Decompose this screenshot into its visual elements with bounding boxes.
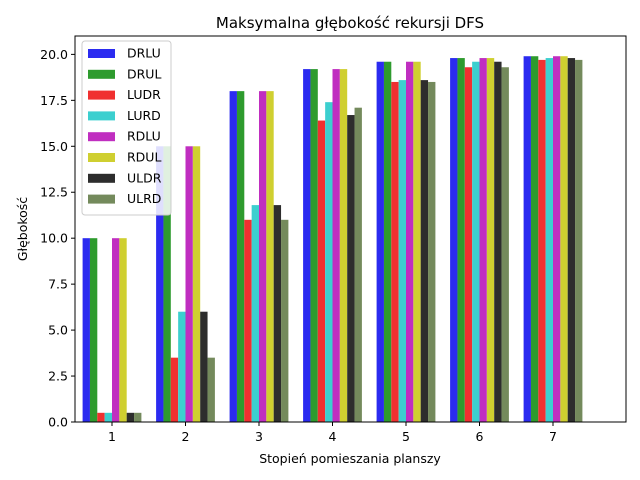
legend-swatch-ulrd	[88, 194, 115, 204]
axes-layer: 1 2 3 4 5 6 7 0.0 2.5 5.0 7.5 10.0 12.5 15.0 17.5 20.0	[40, 47, 557, 444]
bar-drul-4	[310, 69, 318, 422]
y-axis-title: Głębokość	[15, 197, 30, 261]
legend-label-ulrd: ULRD	[127, 191, 161, 206]
bar-rdul-5	[413, 61, 421, 422]
bar-ulrd-2	[207, 357, 215, 422]
bar-uldr-4	[347, 115, 355, 422]
bar-rdul-7	[560, 56, 568, 422]
bar-rdlu-1	[112, 238, 120, 422]
bars-layer	[82, 56, 583, 423]
bar-ulrd-3	[281, 219, 289, 422]
y-tick-label: 5.0	[48, 323, 68, 338]
bar-rdlu-3	[259, 91, 267, 422]
y-tick-label: 0.0	[48, 415, 68, 430]
bar-rdul-6	[486, 58, 495, 423]
legend: DRLU DRUL LUDR LURD RDLU RDUL ULDR ULRD	[81, 40, 172, 216]
bar-ludr-3	[244, 219, 252, 422]
bar-rdul-4	[339, 69, 348, 422]
bar-rdlu-7	[553, 56, 561, 422]
bar-drlu-3	[229, 91, 237, 422]
legend-swatch-rdlu	[88, 132, 115, 142]
bar-uldr-2	[200, 311, 208, 422]
bar-ulrd-6	[501, 67, 509, 422]
chart-title: Maksymalna głębokość rekursji DFS	[216, 14, 484, 32]
bar-drul-3	[236, 91, 245, 422]
bar-ulrd-5	[428, 81, 436, 422]
bar-drul-6	[457, 58, 465, 423]
legend-label-ludr: LUDR	[127, 87, 161, 102]
bar-rdul-2	[192, 146, 201, 423]
y-tick-label: 10.0	[40, 231, 68, 246]
bar-drlu-5	[376, 61, 384, 422]
bar-drlu-4	[303, 69, 311, 422]
bar-drlu-7	[523, 56, 531, 422]
bar-drlu-1	[82, 238, 90, 422]
bar-ulrd-1	[134, 412, 142, 422]
y-tick-label: 17.5	[40, 93, 68, 108]
x-tick-label: 4	[329, 429, 337, 444]
legend-label-drul: DRUL	[127, 66, 161, 81]
plot-frame	[74, 35, 627, 423]
bar-rdlu-2	[185, 146, 193, 423]
y-tick-label: 7.5	[48, 277, 68, 292]
bar-ludr-5	[391, 81, 399, 422]
legend-swatch-ludr	[88, 90, 115, 100]
bar-lurd-7	[545, 58, 553, 423]
bar-ludr-6	[464, 67, 473, 422]
bar-lurd-2	[178, 311, 186, 422]
legend-swatch-lurd	[88, 111, 115, 121]
bar-lurd-4	[325, 102, 333, 423]
legend-box	[81, 40, 172, 216]
x-axis-title: Stopień pomieszania planszy	[259, 451, 441, 466]
bar-uldr-1	[126, 412, 135, 422]
x-tick-label: 7	[549, 429, 557, 444]
legend-label-lurd: LURD	[127, 108, 161, 123]
bar-uldr-5	[420, 80, 429, 423]
x-tick-label: 2	[182, 429, 190, 444]
bar-lurd-1	[104, 412, 112, 422]
bar-drlu-2	[156, 146, 164, 423]
bar-drul-2	[163, 146, 171, 423]
bar-drul-1	[89, 238, 98, 422]
bar-drul-5	[383, 61, 392, 422]
x-tick-label: 1	[108, 429, 116, 444]
legend-label-rdlu: RDLU	[127, 129, 161, 144]
y-tick-label: 15.0	[40, 139, 68, 154]
bar-rdlu-5	[406, 61, 414, 422]
bar-ludr-7	[538, 59, 546, 423]
bar-drul-7	[530, 56, 539, 422]
bar-ludr-2	[170, 357, 179, 422]
bar-rdlu-4	[332, 69, 340, 422]
legend-label-drlu: DRLU	[127, 46, 161, 61]
y-tick-label: 20.0	[40, 47, 68, 62]
bar-drlu-6	[450, 58, 458, 423]
bar-rdul-3	[266, 91, 274, 422]
legend-label-rdul: RDUL	[127, 150, 161, 165]
bar-ludr-1	[97, 412, 105, 422]
x-tick-label: 5	[402, 429, 410, 444]
bar-lurd-6	[472, 61, 480, 422]
legend-swatch-drul	[88, 69, 115, 79]
bar-uldr-3	[273, 205, 282, 422]
bar-ulrd-4	[354, 107, 362, 422]
legend-swatch-drlu	[88, 49, 115, 58]
bar-ludr-4	[317, 120, 326, 423]
bar-ulrd-7	[575, 59, 583, 423]
x-tick-label: 6	[476, 429, 484, 444]
y-tick-label: 2.5	[48, 369, 68, 384]
bar-rdul-1	[119, 238, 127, 422]
bar-lurd-5	[398, 80, 406, 423]
bar-lurd-3	[251, 205, 259, 422]
bar-uldr-6	[494, 61, 502, 422]
bar-rdlu-6	[479, 58, 487, 423]
legend-swatch-uldr	[88, 173, 115, 183]
bar-uldr-7	[567, 58, 576, 423]
x-tick-label: 3	[255, 429, 263, 444]
y-tick-label: 12.5	[40, 185, 68, 200]
legend-swatch-rdul	[88, 153, 115, 162]
legend-label-uldr: ULDR	[127, 170, 162, 185]
